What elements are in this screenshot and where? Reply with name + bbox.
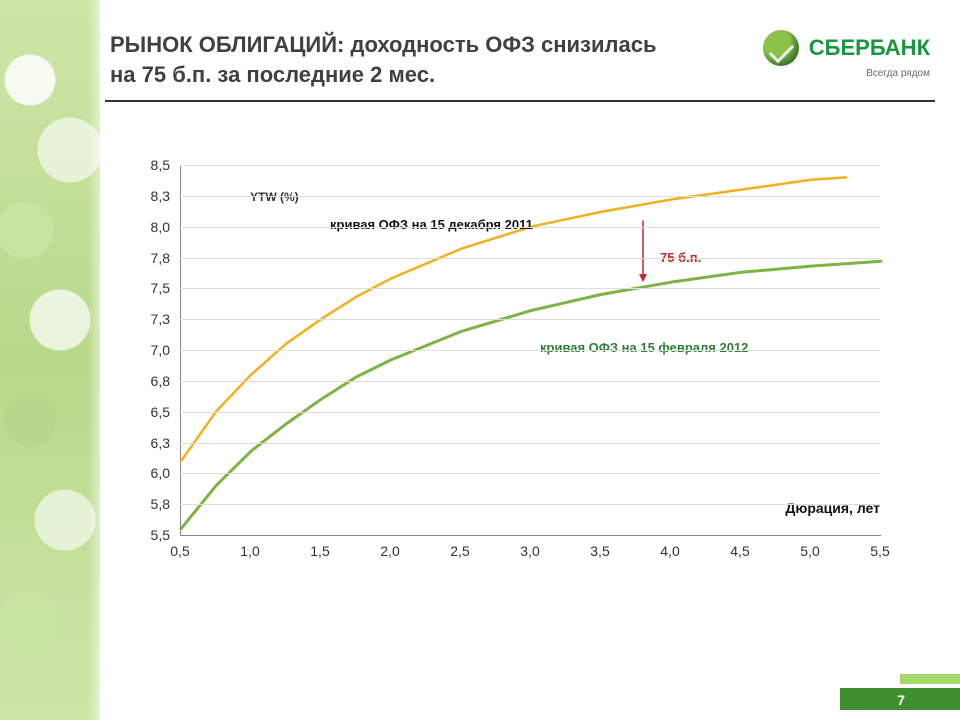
x-tick-label: 0,5	[170, 543, 189, 559]
x-tick-label: 2,5	[450, 543, 469, 559]
slide-root: РЫНОК ОБЛИГАЦИЙ: доходность ОФЗ снизилас…	[0, 0, 960, 720]
sberbank-logo-icon	[763, 30, 799, 66]
y-tick-label: 6,5	[120, 404, 170, 420]
brand-name: СБЕРБАНК	[809, 35, 930, 61]
brand-tagline: Всегда рядом	[763, 68, 930, 79]
y-tick-label: 7,0	[120, 342, 170, 358]
gridline	[180, 381, 880, 382]
series-0-label: кривая ОФЗ на 15 декабря 2011	[330, 217, 533, 232]
footer-accent-light	[900, 674, 960, 684]
x-axis-title: Дюрация, лет	[785, 500, 880, 516]
y-tick-label: 8,0	[120, 219, 170, 235]
gridline	[180, 443, 880, 444]
x-tick-label: 1,0	[240, 543, 259, 559]
y-tick-label: 7,8	[120, 250, 170, 266]
x-tick-label: 5,5	[870, 543, 889, 559]
x-tick-label: 3,0	[520, 543, 539, 559]
header-divider	[105, 100, 935, 102]
gap-arrow-head	[639, 274, 647, 282]
x-tick-label: 2,0	[380, 543, 399, 559]
x-tick-label: 4,0	[660, 543, 679, 559]
y-tick-label: 6,3	[120, 435, 170, 451]
gridline	[180, 473, 880, 474]
gridline	[180, 319, 880, 320]
y-tick-label: 8,3	[120, 188, 170, 204]
gridline	[180, 412, 880, 413]
page-number: 7	[897, 692, 905, 708]
gridline	[180, 258, 880, 259]
series-line	[181, 261, 881, 529]
series-1-label: кривая ОФЗ на 15 февраля 2012	[540, 340, 748, 355]
y-tick-label: 7,5	[120, 280, 170, 296]
gridline	[180, 227, 880, 228]
gridline	[180, 350, 880, 351]
ofz-yield-chart: YTW (%) кривая ОФЗ на 15 декабря 2011 кр…	[120, 155, 900, 585]
gridline	[180, 288, 880, 289]
y-tick-label: 7,3	[120, 311, 170, 327]
y-tick-label: 5,8	[120, 496, 170, 512]
y-tick-label: 6,0	[120, 465, 170, 481]
x-tick-label: 5,0	[800, 543, 819, 559]
x-tick-label: 3,5	[590, 543, 609, 559]
y-tick-label: 8,5	[120, 157, 170, 173]
y-axis-inside-label: YTW (%)	[250, 190, 299, 204]
gridline	[180, 196, 880, 197]
x-tick-label: 4,5	[730, 543, 749, 559]
brand-logo: СБЕРБАНК Всегда рядом	[763, 30, 930, 79]
y-tick-label: 6,8	[120, 373, 170, 389]
y-tick-label: 5,5	[120, 527, 170, 543]
decorative-left-strip	[0, 0, 100, 720]
gridline	[180, 504, 880, 505]
x-tick-label: 1,5	[310, 543, 329, 559]
gridline	[180, 165, 880, 166]
page-title: РЫНОК ОБЛИГАЦИЙ: доходность ОФЗ снизилас…	[110, 30, 670, 89]
